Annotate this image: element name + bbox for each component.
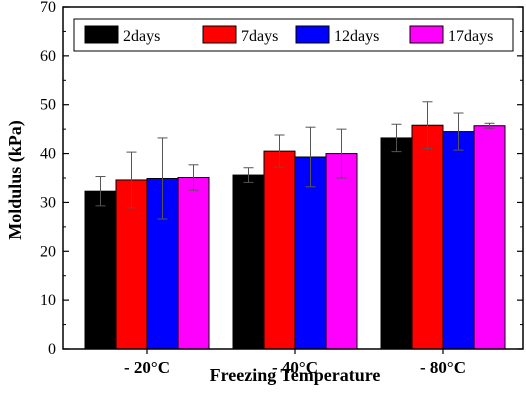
legend-label: 2days — [123, 28, 160, 45]
error-bar-12days-2 — [453, 112, 464, 151]
legend-item-2days: 2days — [84, 25, 160, 45]
bar-2days-0 — [84, 190, 117, 350]
y-tick-label: 70 — [40, 0, 56, 16]
y-tick-label: 30 — [40, 194, 56, 211]
y-tick-label: 20 — [40, 243, 56, 260]
legend-item-7days: 7days — [202, 25, 278, 45]
legend-label: 7days — [241, 28, 278, 45]
error-bar-17days-0 — [188, 164, 199, 191]
legend-swatch — [295, 25, 330, 44]
error-bar-2days-1 — [243, 167, 254, 183]
legend-label: 12days — [334, 28, 379, 45]
error-bar-2days-2 — [391, 123, 402, 153]
y-tick-label: 10 — [40, 292, 56, 309]
bar-12days-2 — [442, 131, 475, 350]
bar-17days-1 — [325, 153, 358, 350]
y-tick-label: 60 — [40, 48, 56, 65]
legend-swatch — [409, 25, 444, 44]
y-tick-label: 50 — [40, 97, 56, 114]
legend-label: 17days — [448, 28, 493, 45]
y-tick-label: 40 — [40, 146, 56, 163]
bar-2days-2 — [380, 137, 413, 350]
error-bar-7days-1 — [274, 134, 285, 168]
x-tick-label: - 40°C — [272, 358, 318, 377]
bars-layer — [84, 124, 506, 350]
bar-17days-2 — [473, 125, 506, 350]
error-bar-17days-1 — [336, 128, 347, 179]
y-tick-label: 0 — [48, 341, 56, 358]
bar-7days-2 — [411, 124, 444, 350]
error-bars-layer — [95, 101, 495, 220]
x-tick-label: - 80°C — [420, 358, 466, 377]
error-bar-12days-0 — [157, 137, 168, 220]
error-bar-2days-0 — [95, 176, 106, 207]
axes-layer: 0 10 20 30 40 50 60 70 - 20°C - 40°C - 80°C — [40, 0, 524, 377]
legend-item-12days: 12days — [295, 25, 379, 45]
x-axis-title: Freezing Temperature — [210, 365, 381, 385]
error-bar-7days-0 — [126, 151, 137, 209]
bar-17days-0 — [177, 177, 210, 350]
error-bar-12days-1 — [305, 126, 316, 188]
bar-2days-1 — [232, 174, 265, 350]
error-bar-17days-2 — [484, 122, 495, 129]
legend-swatch — [84, 25, 119, 44]
error-bar-7days-2 — [422, 101, 433, 150]
x-tick-label: - 20°C — [124, 358, 170, 377]
legend-swatch — [202, 25, 237, 44]
bar-7days-1 — [263, 150, 296, 350]
y-axis-title: Moldulus (kPa) — [5, 120, 26, 240]
legend: 2days 7days 12days 17days — [73, 18, 514, 52]
legend-item-17days: 17days — [409, 25, 493, 45]
